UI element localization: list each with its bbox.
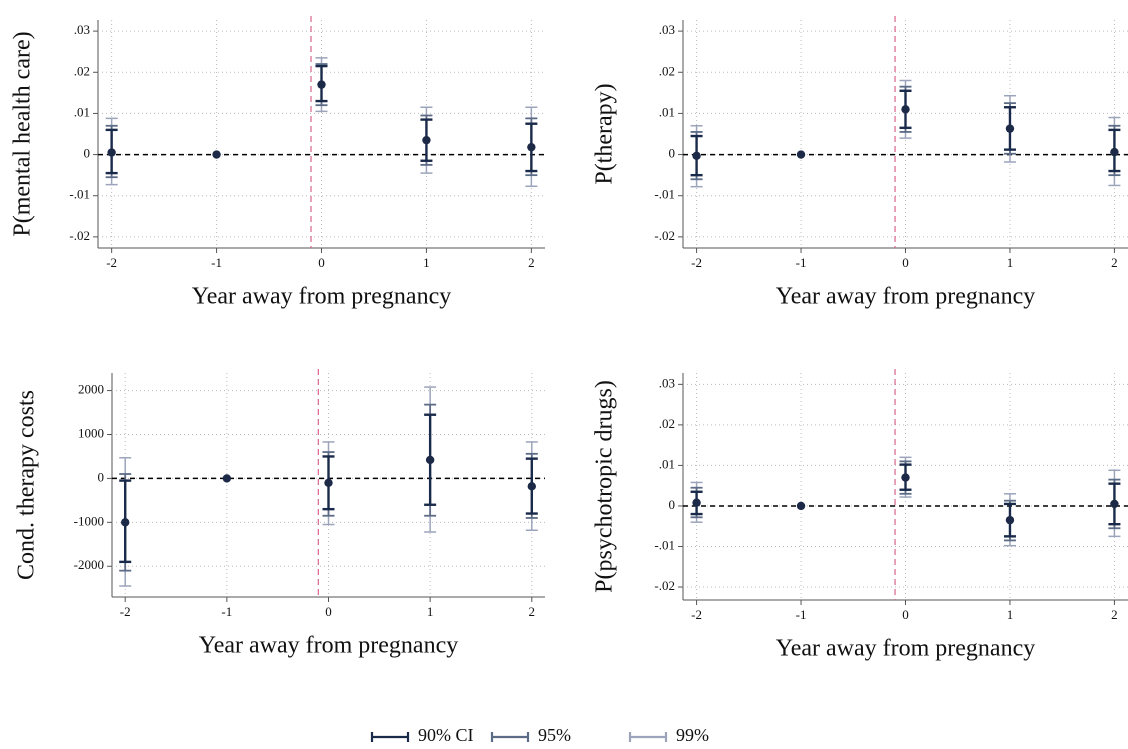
y-tick-label: .01 (74, 104, 90, 119)
point-estimate (527, 142, 536, 152)
x-tick-label: -1 (221, 604, 232, 619)
x-tick-label: 1 (1007, 255, 1014, 270)
y-tick-label: 0 (669, 497, 676, 512)
y-tick-label: 0 (84, 146, 91, 161)
y-tick-label: -1000 (74, 513, 104, 528)
y-tick-label: -.01 (654, 187, 675, 202)
y-tick-label: .01 (659, 456, 675, 471)
y-tick-label: -.02 (69, 228, 90, 243)
y-tick-label: -2000 (74, 557, 104, 572)
y-tick-label: 2000 (78, 382, 104, 397)
legend-label: 95% (538, 725, 571, 745)
point-estimate (425, 455, 435, 465)
y-tick-label: .02 (74, 63, 90, 78)
point-estimate (422, 135, 431, 145)
x-tick-label: 2 (529, 604, 536, 619)
point-estimate (1005, 515, 1015, 525)
y-tick-label: .02 (659, 63, 675, 78)
y-tick-label: .03 (74, 22, 90, 37)
point-estimate (1005, 124, 1015, 133)
point-estimate (212, 150, 221, 159)
legend-swatch (628, 732, 668, 742)
x-tick-label: -1 (796, 607, 807, 622)
x-tick-label: 1 (423, 255, 430, 270)
point-estimate (901, 473, 910, 482)
legend-label: 90% CI (418, 725, 474, 745)
legend: 90% CI 95% 99% (370, 725, 709, 745)
point-estimate (1110, 499, 1119, 509)
point-estimate (796, 501, 806, 511)
y-tick-label: 1000 (78, 425, 104, 440)
y-tick-label: .03 (659, 22, 675, 37)
x-tick-label: -2 (106, 255, 117, 270)
x-tick-label: 0 (902, 255, 909, 270)
point-estimate (901, 105, 910, 114)
y-tick-label: .01 (659, 104, 675, 119)
x-axis-title: Year away from pregnancy (199, 633, 458, 659)
x-tick-label: -2 (691, 255, 702, 270)
x-tick-label: -1 (796, 255, 807, 270)
point-estimate (692, 151, 701, 161)
y-tick-label: -.02 (654, 228, 675, 243)
panel: -.02 -.01 0 .01 .02 .03 -2 -1 0 1 2 Year away from … (10, 16, 545, 310)
x-tick-label: -1 (211, 255, 222, 270)
x-tick-label: 0 (325, 604, 332, 619)
point-estimate (1110, 147, 1119, 157)
legend-label: 99% (676, 725, 709, 745)
point-estimate (107, 148, 116, 157)
point-estimate (796, 150, 806, 159)
point-estimate (324, 478, 333, 488)
x-axis-title: Year away from pregnancy (776, 636, 1035, 662)
x-tick-label: 2 (1111, 607, 1118, 622)
legend-swatch (490, 732, 530, 742)
panel: -.02 -.01 0 .01 .02 .03 -2 -1 0 1 2 Year away from … (592, 16, 1128, 310)
x-tick-label: 1 (427, 604, 434, 619)
x-axis-title: Year away from pregnancy (192, 284, 451, 310)
y-tick-label: -.01 (69, 187, 90, 202)
point-estimate (692, 498, 701, 507)
y-tick-label: 0 (669, 146, 676, 161)
panel: -.02 -.01 0 .01 .02 .03 -2 -1 0 1 2 Year away from … (592, 369, 1128, 662)
point-estimate (527, 482, 536, 491)
point-estimate (222, 474, 232, 483)
x-tick-label: 2 (1111, 255, 1118, 270)
point-estimate (121, 518, 130, 527)
y-tick-label: -.01 (654, 537, 675, 552)
x-tick-label: 0 (318, 255, 325, 270)
y-axis-title: P(psychotropic drugs) (592, 380, 618, 593)
x-tick-label: -2 (120, 604, 131, 619)
y-axis-title: P(mental health care) (10, 31, 36, 236)
y-tick-label: 0 (98, 469, 105, 484)
legend-swatch (370, 732, 410, 742)
y-axis-title: P(therapy) (592, 83, 618, 184)
x-tick-label: -2 (691, 607, 702, 622)
y-tick-label: -.02 (654, 578, 675, 593)
y-axis-title: Cond. therapy costs (14, 390, 40, 580)
y-tick-label: .02 (659, 416, 675, 431)
point-estimate (317, 80, 326, 89)
x-tick-label: 2 (528, 255, 535, 270)
y-tick-label: .03 (659, 375, 675, 390)
x-tick-label: 1 (1007, 607, 1014, 622)
panel: -2000 -1000 0 1000 2000 -2 -1 0 1 2 Year away from… (14, 369, 545, 659)
x-axis-title: Year away from pregnancy (776, 284, 1035, 310)
x-tick-label: 0 (902, 607, 909, 622)
